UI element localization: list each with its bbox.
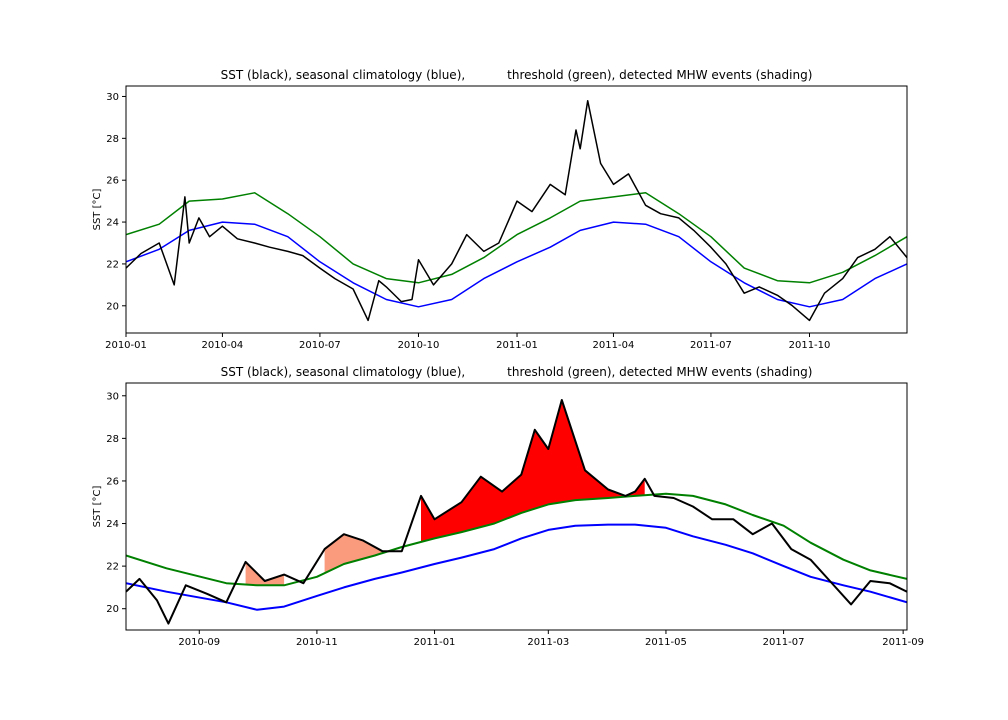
y-tick-label: 30 xyxy=(106,92,119,103)
y-tick-label: 22 xyxy=(106,562,119,573)
mhw-event-shading xyxy=(324,534,383,574)
panel-top: 2010-01 2010-04 2010-07 2010-10 2011-01 2011-… xyxy=(92,68,908,351)
climatology-line xyxy=(126,523,907,611)
y-tick-label: 28 xyxy=(106,434,119,445)
axes-frame xyxy=(125,85,908,334)
y-tick-label: 26 xyxy=(106,176,119,187)
x-tick-label: 2011-01 xyxy=(496,340,538,351)
y-tick-label: 30 xyxy=(106,391,119,402)
x-tick-label: 2011-04 xyxy=(593,340,635,351)
sst-line xyxy=(126,399,907,625)
mhw-event-shading xyxy=(245,561,285,586)
y-axis-label: SST [°C] xyxy=(92,189,103,231)
threshold-line xyxy=(126,192,907,284)
x-tick-label: 2011-09 xyxy=(882,637,924,648)
climatology-line xyxy=(126,221,907,308)
x-tick-label: 2011-07 xyxy=(690,340,732,351)
x-tick-label: 2011-05 xyxy=(645,637,687,648)
y-tick-label: 20 xyxy=(106,301,119,312)
x-tick-label: 2010-09 xyxy=(178,637,220,648)
sst-line xyxy=(126,99,907,322)
y-tick-label: 22 xyxy=(106,259,119,270)
y-tick-label: 28 xyxy=(106,134,119,145)
x-tick-label: 2011-01 xyxy=(414,637,456,648)
x-tick-label: 2010-04 xyxy=(202,340,244,351)
chart-title: SST (black), seasonal climatology (blue)… xyxy=(221,68,813,82)
y-tick-label: 26 xyxy=(106,476,119,487)
x-tick-label: 2010-10 xyxy=(398,340,440,351)
x-tick-label: 2010-07 xyxy=(299,340,341,351)
y-tick-label: 24 xyxy=(106,218,119,229)
x-tick-label: 2011-10 xyxy=(789,340,831,351)
y-tick-label: 24 xyxy=(106,519,119,530)
threshold-line xyxy=(126,492,907,587)
mhw-event-shading xyxy=(421,400,645,542)
x-tick-label: 2010-11 xyxy=(296,637,338,648)
chart-title: SST (black), seasonal climatology (blue)… xyxy=(221,365,813,379)
y-tick-label: 20 xyxy=(106,604,119,615)
axes-frame xyxy=(125,382,908,631)
y-axis-label: SST [°C] xyxy=(92,486,103,528)
x-tick-label: 2010-01 xyxy=(105,340,147,351)
panel-bottom: 2010-09 2010-11 2011-01 2011-03 2011-05 2011-… xyxy=(92,365,924,648)
x-tick-label: 2011-07 xyxy=(763,637,805,648)
x-tick-label: 2011-03 xyxy=(527,637,569,648)
